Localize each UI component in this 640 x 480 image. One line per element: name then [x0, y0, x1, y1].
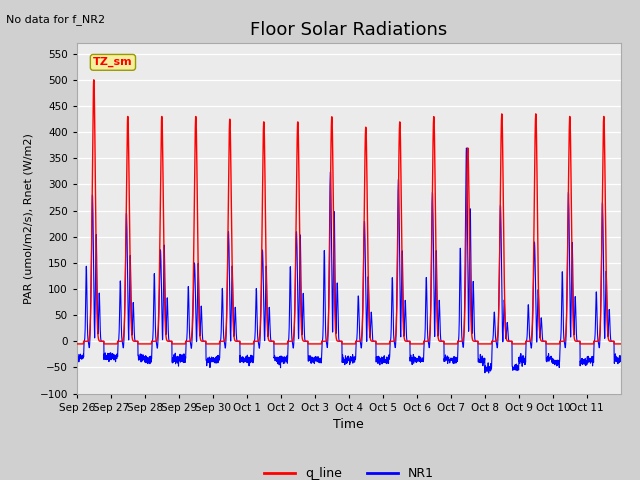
- X-axis label: Time: Time: [333, 418, 364, 431]
- Title: Floor Solar Radiations: Floor Solar Radiations: [250, 21, 447, 39]
- Y-axis label: PAR (umol/m2/s), Rnet (W/m2): PAR (umol/m2/s), Rnet (W/m2): [24, 133, 34, 304]
- Text: No data for f_NR2: No data for f_NR2: [6, 14, 106, 25]
- Text: TZ_sm: TZ_sm: [93, 57, 132, 68]
- Legend: q_line, NR1: q_line, NR1: [259, 462, 439, 480]
